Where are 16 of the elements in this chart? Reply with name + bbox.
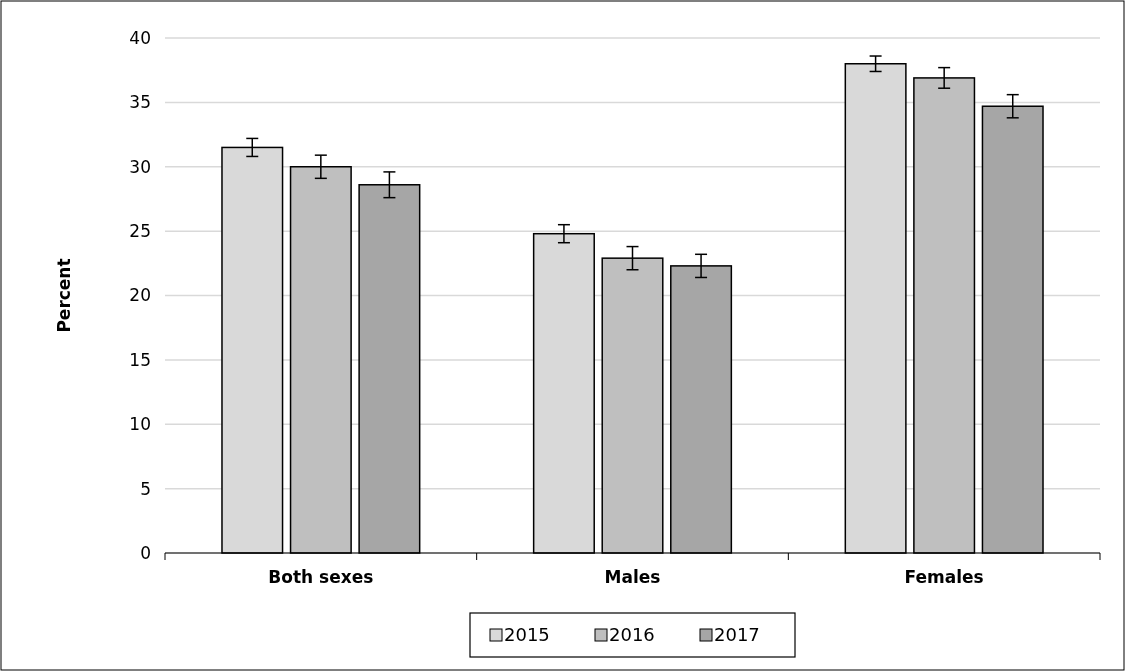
y-tick-label: 40 [129, 27, 151, 48]
y-tick-label: 35 [129, 92, 151, 113]
y-tick-label: 15 [129, 349, 151, 370]
legend-label: 2016 [609, 624, 655, 646]
legend-label: 2015 [504, 624, 550, 646]
y-tick-label: 0 [140, 542, 151, 563]
y-tick-label: 30 [129, 156, 151, 177]
x-tick-label: Both sexes [268, 567, 374, 587]
y-tick-label: 20 [129, 285, 151, 306]
y-tick-label: 10 [129, 414, 151, 435]
y-axis-title: Percent [54, 258, 74, 333]
y-tick-label: 5 [140, 478, 151, 499]
legend-label: 2017 [714, 624, 760, 646]
x-tick-label: Females [904, 567, 984, 587]
x-tick-label: Males [604, 567, 661, 587]
y-tick-label: 25 [129, 221, 151, 242]
